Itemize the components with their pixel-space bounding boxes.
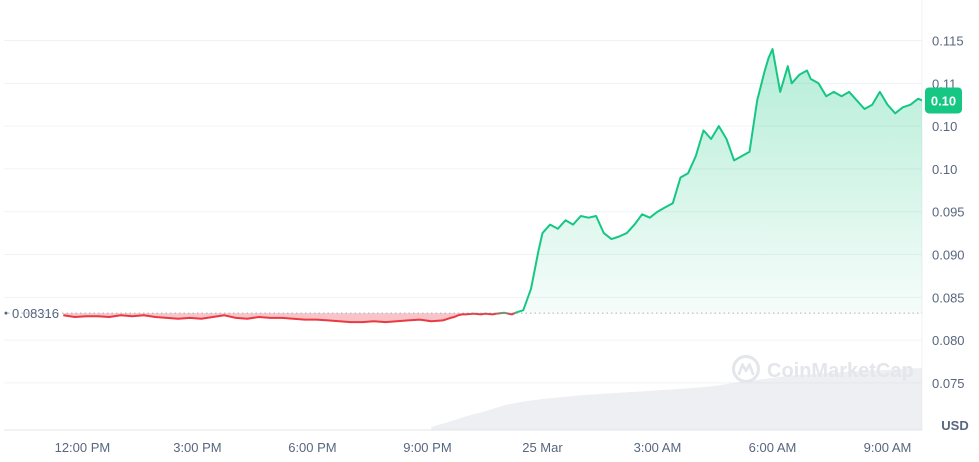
x-tick-label: 3:00 AM [634, 440, 682, 455]
x-tick-label: 9:00 PM [403, 440, 451, 455]
x-tick-label: 12:00 PM [55, 440, 111, 455]
y-tick-label: 0.115 [932, 34, 964, 49]
price-line [63, 48, 922, 324]
current-price-badge: 0.10 [925, 87, 962, 114]
x-tick-label: 9:00 AM [864, 440, 912, 455]
baseline-label: 0.08316 [4, 306, 59, 321]
price-area [63, 49, 922, 323]
area-above-baseline [63, 49, 922, 314]
x-tick-label: 6:00 AM [749, 440, 797, 455]
y-tick-label: 0.10 [932, 119, 957, 134]
x-axis: 12:00 PM 3:00 PM 6:00 PM 9:00 PM 25 Mar 3:00 … [55, 440, 912, 455]
current-price-label: 0.10 [931, 93, 956, 108]
y-tick-label: 0.075 [932, 376, 965, 391]
line-below-baseline [63, 313, 518, 324]
y-tick-label: 0.10 [932, 162, 957, 177]
currency-label: USD [941, 418, 968, 433]
x-tick-label: 3:00 PM [173, 440, 221, 455]
y-tick-label: 0.080 [932, 333, 965, 348]
baseline-value: 0.08316 [12, 306, 59, 321]
y-tick-label: 0.095 [932, 205, 965, 220]
volume-area [431, 368, 922, 430]
y-axis: 0.1150.110.100.100.0950.0900.0850.0800.0… [932, 34, 965, 391]
x-tick-label: 6:00 PM [288, 440, 336, 455]
grid-lines [4, 0, 923, 431]
watermark-text: CoinMarketCap [767, 360, 914, 382]
volume-shape [431, 368, 922, 430]
y-tick-label: 0.085 [932, 290, 965, 305]
line-above-baseline [468, 48, 922, 314]
y-tick-label: 0.090 [932, 248, 965, 263]
x-tick-label: 25 Mar [522, 440, 563, 455]
watermark-logo: CoinMarketCap [732, 355, 914, 383]
